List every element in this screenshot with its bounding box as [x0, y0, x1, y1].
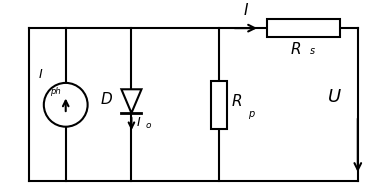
- Text: U: U: [327, 89, 341, 106]
- Circle shape: [44, 83, 87, 127]
- Bar: [211, 81, 227, 129]
- Text: I: I: [38, 68, 42, 81]
- Polygon shape: [122, 89, 142, 113]
- Bar: [267, 19, 339, 37]
- Text: ph: ph: [50, 87, 61, 96]
- Text: R: R: [231, 94, 242, 109]
- Text: I: I: [137, 116, 140, 129]
- Text: p: p: [248, 109, 254, 119]
- Text: o: o: [145, 121, 151, 130]
- Text: R: R: [291, 42, 301, 57]
- Text: I: I: [244, 3, 248, 18]
- Text: D: D: [101, 92, 112, 107]
- Text: s: s: [310, 46, 315, 56]
